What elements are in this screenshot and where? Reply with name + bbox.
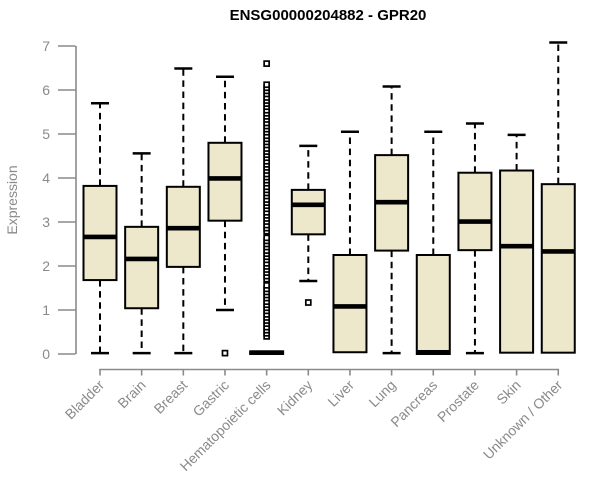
outlier-point [263,81,270,89]
box-gastric [207,75,243,357]
outlier-point [263,60,270,67]
iqr-box [332,254,368,354]
iqr-box [415,254,451,355]
outlier-point [221,349,229,357]
iqr-box [124,225,160,310]
iqr-box [82,184,118,282]
box-liver [332,130,368,354]
outlier-point [263,234,270,242]
x-category-label: Brain [114,377,148,411]
x-category-label: Unknown / Other [480,377,566,463]
box-breast [165,67,201,355]
y-tick-label: 1 [42,302,50,318]
x-category-label: Breast [151,377,191,417]
y-tick-label: 2 [42,258,50,274]
y-axis-label: Expression [4,165,20,234]
x-category-label: Bladder [62,377,108,423]
y-axis: 0 1 2 3 4 5 6 7 [42,38,77,362]
box-hematopoietic-cells [249,60,285,355]
y-tick-label: 6 [42,82,50,98]
box-kidney [290,144,326,306]
box-prostate [457,122,493,355]
iqr-box [457,171,493,252]
box-bladder [82,101,118,355]
box-lung [374,85,410,355]
x-category-label: Prostate [434,377,482,425]
box-pancreas [415,130,451,355]
chart-title: ENSG00000204882 - GPR20 [230,7,427,24]
iqr-box [540,183,576,354]
x-category-label: Lung [365,377,398,410]
y-tick-label: 3 [42,214,50,230]
box-unknown-other [540,41,576,354]
outlier-point [263,282,270,289]
x-category-label: Kidney [274,377,316,419]
y-tick-label: 0 [42,346,50,362]
x-category-label: Liver [324,377,357,410]
iqr-box [499,169,535,354]
y-tick-label: 7 [42,38,50,54]
outlier-point [304,299,312,306]
y-tick-label: 4 [42,170,50,186]
box-skin [499,133,535,354]
y-tick-label: 5 [42,126,50,142]
box-brain [124,152,160,355]
x-category-label: Skin [493,377,524,408]
plot-area: 0 1 2 3 4 5 6 7 Bladder Brain BreastGastricHematop… [42,38,576,474]
iqr-box [207,141,243,222]
iqr-box [290,188,326,236]
